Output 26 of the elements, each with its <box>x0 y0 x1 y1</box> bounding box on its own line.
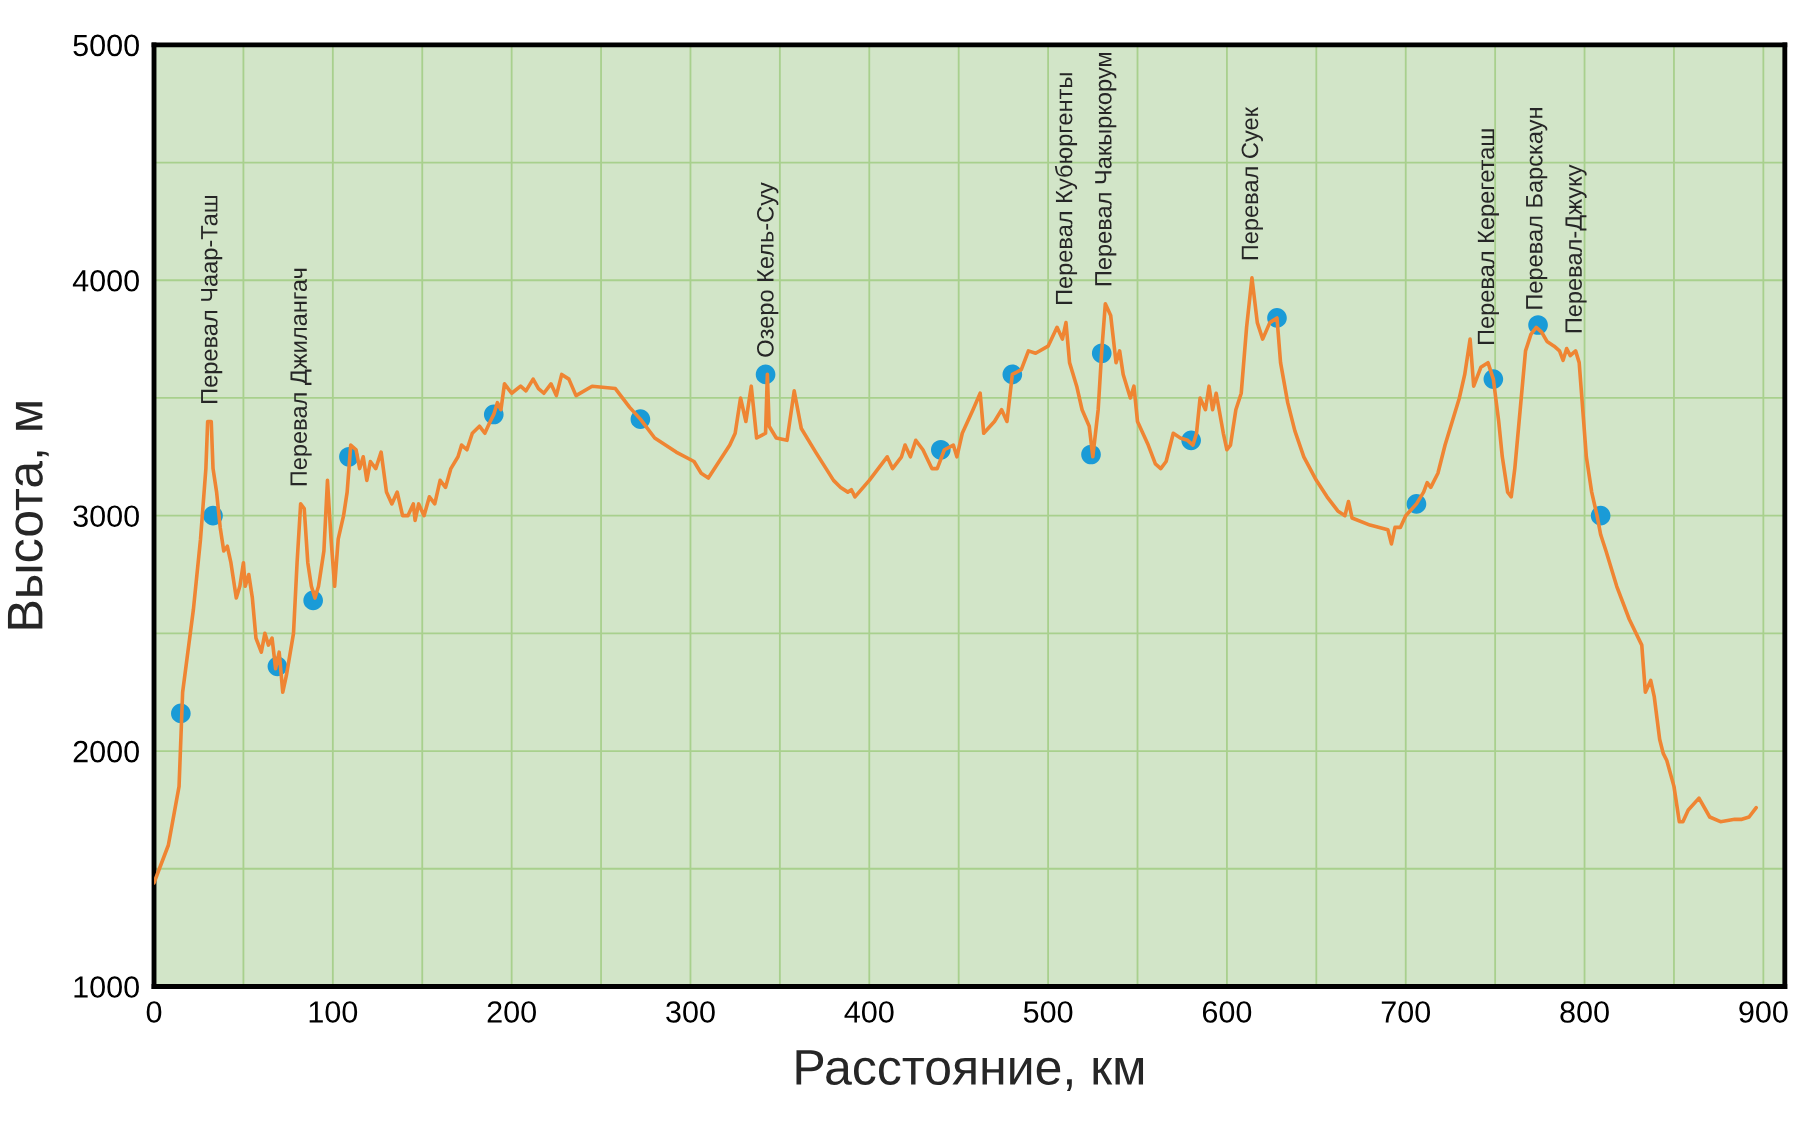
annotation: Перевал Суек <box>1241 106 1263 260</box>
x-tick-label: 500 <box>1023 1001 1073 1023</box>
y-axis-title: Высота, м <box>7 402 49 629</box>
annotation: Перевал Барскаун <box>1526 108 1548 309</box>
x-tick-label: 700 <box>1381 1001 1431 1023</box>
x-tick-label: 800 <box>1560 1001 1609 1023</box>
y-tick-label: 5000 <box>73 34 139 57</box>
x-axis-title: Расстояние, км <box>796 1050 1144 1091</box>
annotation: Перевал-Джуку <box>1565 164 1587 333</box>
annotation: Перевал Чаар-Таш <box>201 195 223 403</box>
y-tick-label: 1000 <box>74 976 139 998</box>
x-tick-label: 0 <box>146 1001 162 1023</box>
annotation: Озеро Кель-Суу <box>756 182 779 357</box>
y-tick-label: 4000 <box>72 269 139 292</box>
x-tick-label: 200 <box>487 1001 536 1023</box>
x-tick-label: 300 <box>666 1001 715 1023</box>
x-tick-label: 900 <box>1739 1001 1788 1023</box>
x-tick-label: 400 <box>844 1001 894 1023</box>
annotation: Перевал Чакыркорум <box>1095 52 1117 286</box>
annotation: Перевал Кубюргенты <box>1054 73 1078 305</box>
annotation: Перевал Джилангач <box>290 268 312 486</box>
x-tick-label: 100 <box>309 1001 358 1023</box>
y-tick-label: 2000 <box>73 740 139 763</box>
y-tick-label: 3000 <box>73 505 139 528</box>
annotation: Перевал Керегеташ <box>1477 129 1499 345</box>
x-tick-label: 600 <box>1202 1001 1252 1023</box>
